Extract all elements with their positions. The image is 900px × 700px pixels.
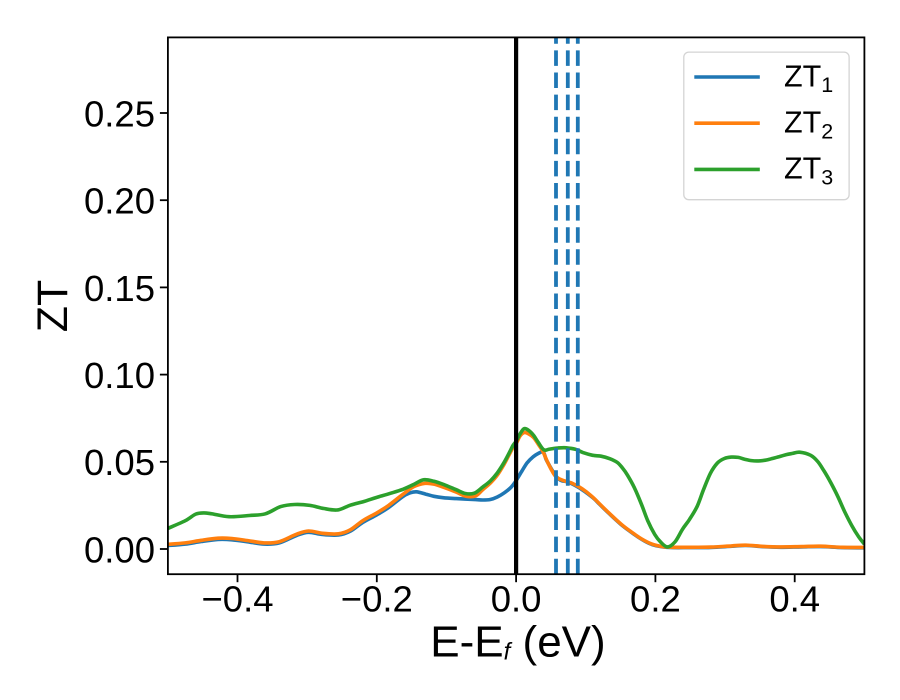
svg-text:0.2: 0.2: [630, 579, 681, 620]
svg-text:ZT: ZT: [29, 280, 77, 333]
svg-text:0.25: 0.25: [84, 93, 155, 134]
svg-text:ZT3: ZT3: [784, 152, 833, 190]
svg-text:−0.2: −0.2: [341, 579, 413, 620]
svg-text:−0.4: −0.4: [201, 579, 273, 620]
svg-text:0.10: 0.10: [84, 355, 155, 396]
svg-text:0.00: 0.00: [84, 529, 155, 570]
svg-text:E-Ef (eV): E-Ef (eV): [430, 618, 605, 667]
svg-text:0.4: 0.4: [769, 579, 820, 620]
svg-text:0.20: 0.20: [84, 181, 155, 222]
svg-text:0.05: 0.05: [84, 442, 155, 483]
svg-text:0.15: 0.15: [84, 268, 155, 309]
svg-text:0.0: 0.0: [491, 579, 542, 620]
